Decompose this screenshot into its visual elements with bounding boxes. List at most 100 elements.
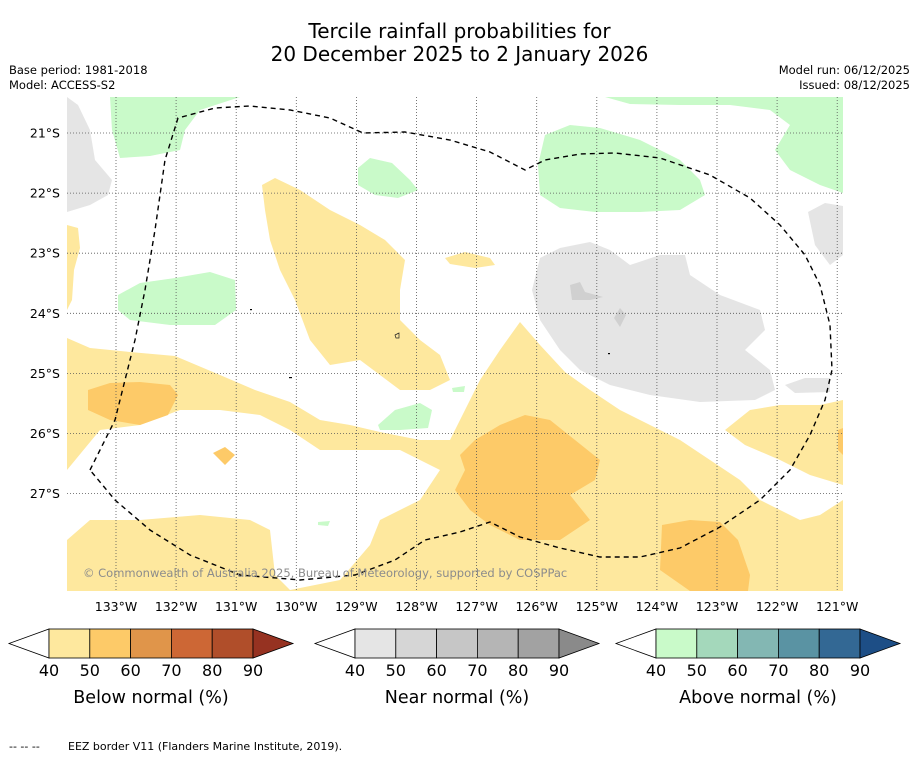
below-normal-50-region-south <box>660 520 750 591</box>
colorbar-min-triangle <box>7 628 50 659</box>
colorbars: 40 50 60 70 80 90 Below normal (%) 40 50 60 70 80 90… <box>7 628 902 708</box>
colorbar-segment <box>48 628 91 659</box>
colorbar-segment <box>89 628 132 659</box>
latitude-label: 27°S <box>30 486 60 501</box>
below-normal-40-region-east <box>725 400 843 485</box>
below-normal-50-region-west <box>88 382 178 425</box>
near-normal-40-region-east <box>808 203 843 265</box>
latitude-labels: 21°S 22°S 23°S 24°S 25°S 26°S 27°S <box>30 126 60 502</box>
latitude-label: 25°S <box>30 366 60 381</box>
latitude-label: 23°S <box>30 246 60 261</box>
colorbar-segment <box>130 628 172 659</box>
model-name: Model: ACCESS-S2 <box>9 78 116 92</box>
colorbar-segment <box>737 628 779 659</box>
map-title-line-1: Tercile rainfall probabilities for <box>308 19 611 43</box>
near-normal-40-region-west <box>67 97 112 212</box>
colorbar-segment <box>778 628 820 659</box>
colorbar-segment <box>354 628 397 659</box>
above-normal-40-region-s <box>378 403 432 430</box>
colorbar-tick-label: 60 <box>426 661 446 680</box>
colorbar-title: Below normal (%) <box>73 688 228 708</box>
longitude-label: 121°W <box>816 599 858 614</box>
above-normal-40-region-tiny2 <box>318 521 330 526</box>
copyright-watermark: © Commonwealth of Australia 2025, Bureau… <box>83 566 567 580</box>
colorbar-tick-label: 80 <box>508 661 528 680</box>
longitude-label: 133°W <box>95 599 137 614</box>
longitude-label: 132°W <box>155 599 197 614</box>
colorbar-max-triangle <box>859 628 902 659</box>
latitude-label: 24°S <box>30 306 60 321</box>
colorbar-2: 40 50 60 70 80 90 Above normal (%) <box>614 628 902 708</box>
model-run-date: Model run: 06/12/2025 <box>778 63 910 77</box>
colorbar-segment <box>395 628 437 659</box>
above-normal-40-region-ne <box>538 125 705 212</box>
below-normal-50-region-east <box>838 428 843 455</box>
island-speck <box>394 332 400 339</box>
colorbar-segment <box>517 628 560 659</box>
near-normal-island-2 <box>614 308 626 327</box>
colorbar-max-triangle <box>252 628 295 659</box>
colorbar-0: 40 50 60 70 80 90 Below normal (%) <box>7 628 295 708</box>
near-normal-island <box>570 282 603 300</box>
island-speck-2 <box>250 309 252 311</box>
longitude-label: 122°W <box>756 599 798 614</box>
longitude-label: 130°W <box>275 599 317 614</box>
longitude-label: 124°W <box>636 599 678 614</box>
colorbar-tick-label: 90 <box>549 661 569 680</box>
longitude-labels: 133°W 132°W 131°W 130°W 129°W 128°W 127°W 126°W… <box>95 599 859 614</box>
colorbar-segment <box>436 628 478 659</box>
issued-date: Issued: 08/12/2025 <box>799 78 910 92</box>
colorbar-segment <box>170 628 213 659</box>
longitude-label: 127°W <box>455 599 497 614</box>
colorbar-segment <box>696 628 738 659</box>
above-normal-40-region-n <box>358 158 418 198</box>
longitude-label: 123°W <box>696 599 738 614</box>
longitude-label: 128°W <box>395 599 437 614</box>
probability-field: © Commonwealth of Australia 2025, Bureau… <box>67 97 843 591</box>
map-title-line-2: 20 December 2025 to 2 January 2026 <box>270 42 649 66</box>
colorbar-title: Near normal (%) <box>385 688 530 708</box>
near-normal-40-region <box>532 242 775 402</box>
graticule <box>67 97 843 591</box>
below-normal-40-region <box>67 322 843 591</box>
latitude-label: 26°S <box>30 426 60 441</box>
above-normal-40-region-tiny <box>452 386 465 392</box>
colorbar-1: 40 50 60 70 80 90 Near normal (%) <box>313 628 601 708</box>
colorbar-tick-label: 70 <box>467 661 487 680</box>
colorbar-segment <box>655 628 698 659</box>
latitude-label: 22°S <box>30 186 60 201</box>
eez-border <box>89 105 833 581</box>
colorbar-segment <box>476 628 519 659</box>
colorbar-tick-label: 40 <box>646 661 666 680</box>
colorbar-segment <box>211 628 254 659</box>
above-normal-40-region-w <box>118 272 236 325</box>
island-speck-3 <box>289 377 292 379</box>
eez-legend-symbol: -- -- -- <box>9 740 40 753</box>
below-normal-40-region-west-edge <box>67 225 80 310</box>
colorbar-tick-label: 50 <box>687 661 707 680</box>
eez-footnote: EEZ border V11 (Flanders Marine Institut… <box>68 740 342 753</box>
below-normal-50-region-small <box>213 447 235 465</box>
latitude-label: 21°S <box>30 126 60 141</box>
colorbar-tick-label: 70 <box>768 661 788 680</box>
base-period: Base period: 1981-2018 <box>9 63 148 77</box>
colorbar-tick-label: 50 <box>80 661 100 680</box>
longitude-label: 125°W <box>576 599 618 614</box>
colorbar-tick-label: 80 <box>202 661 222 680</box>
colorbar-tick-label: 50 <box>386 661 406 680</box>
colorbar-tick-label: 90 <box>850 661 870 680</box>
colorbar-tick-label: 40 <box>345 661 365 680</box>
near-normal-40-region-small <box>785 378 830 393</box>
below-normal-40-region-small <box>445 252 495 268</box>
colorbar-tick-label: 90 <box>243 661 263 680</box>
below-normal-50-region <box>455 415 600 540</box>
longitude-label: 131°W <box>215 599 257 614</box>
longitude-label: 129°W <box>335 599 377 614</box>
colorbar-tick-label: 40 <box>39 661 59 680</box>
colorbar-max-triangle <box>558 628 601 659</box>
colorbar-tick-label: 70 <box>161 661 181 680</box>
colorbar-segment <box>818 628 861 659</box>
island-speck-4 <box>608 353 610 355</box>
colorbar-min-triangle <box>313 628 356 659</box>
